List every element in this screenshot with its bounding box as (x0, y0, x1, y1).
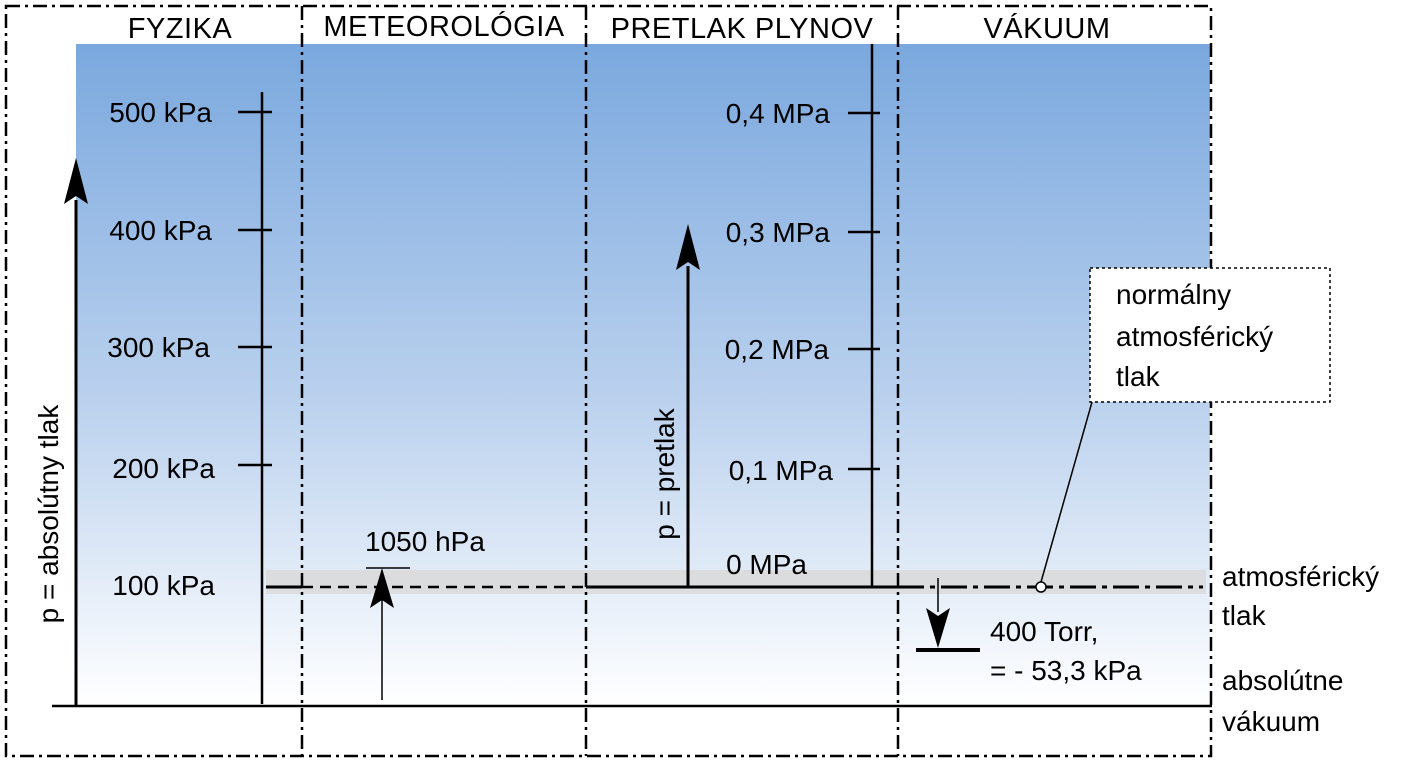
pressure-background (76, 44, 1210, 706)
vacuum-value-line-1: 400 Torr, (990, 616, 1098, 647)
meteorology-arrowhead (370, 568, 394, 608)
callout-line-1: normálny (1116, 279, 1231, 310)
absolute-pressure-axis-label: p = absolútny tlak (33, 404, 64, 624)
header-physics: FYZIKA (128, 13, 233, 45)
overpressure-arrowhead (676, 224, 700, 270)
absolute-vacuum-label-line-2: vákuum (1222, 706, 1320, 737)
meteorology-value-label: 1050 hPa (365, 526, 485, 557)
vacuum-arrowhead (926, 608, 950, 648)
absolute-tick-label-300: 300 kPa (107, 332, 210, 363)
vacuum-value-line-2: = - 53,3 kPa (990, 655, 1142, 686)
atmospheric-band (266, 570, 1206, 594)
absolute-tick-label-200: 200 kPa (112, 453, 215, 484)
absolute-vacuum-label-line-1: absolútne (1222, 665, 1343, 696)
overpressure-axis-label: p = pretlak (649, 407, 680, 540)
header-gas-overpressure: PRETLAK PLYNOV (611, 13, 874, 45)
absolute-tick-label-400: 400 kPa (109, 215, 212, 246)
overpressure-tick-label-02: 0,2 MPa (725, 334, 830, 365)
atmospheric-label-line-1: atmosférický (1222, 561, 1379, 592)
overpressure-tick-label-0: 0 MPa (726, 549, 807, 580)
callout-leader-line (1040, 401, 1093, 583)
absolute-pressure-arrowhead (64, 158, 88, 204)
header-meteorology: METEOROLÓGIA (323, 10, 564, 43)
callout-marker-dot (1035, 581, 1047, 593)
atmospheric-label-line-2: tlak (1222, 600, 1267, 631)
absolute-tick-label-500: 500 kPa (109, 97, 212, 128)
overpressure-tick-label-01: 0,1 MPa (729, 455, 834, 486)
callout-box (1089, 267, 1331, 403)
overpressure-tick-label-04: 0,4 MPa (726, 98, 831, 129)
callout-line-2: atmosférický (1116, 321, 1273, 352)
absolute-tick-label-100: 100 kPa (112, 570, 215, 601)
overpressure-tick-label-03: 0,3 MPa (726, 217, 831, 248)
header-vacuum: VÁKUUM (983, 12, 1110, 45)
callout-line-3: tlak (1116, 361, 1161, 392)
